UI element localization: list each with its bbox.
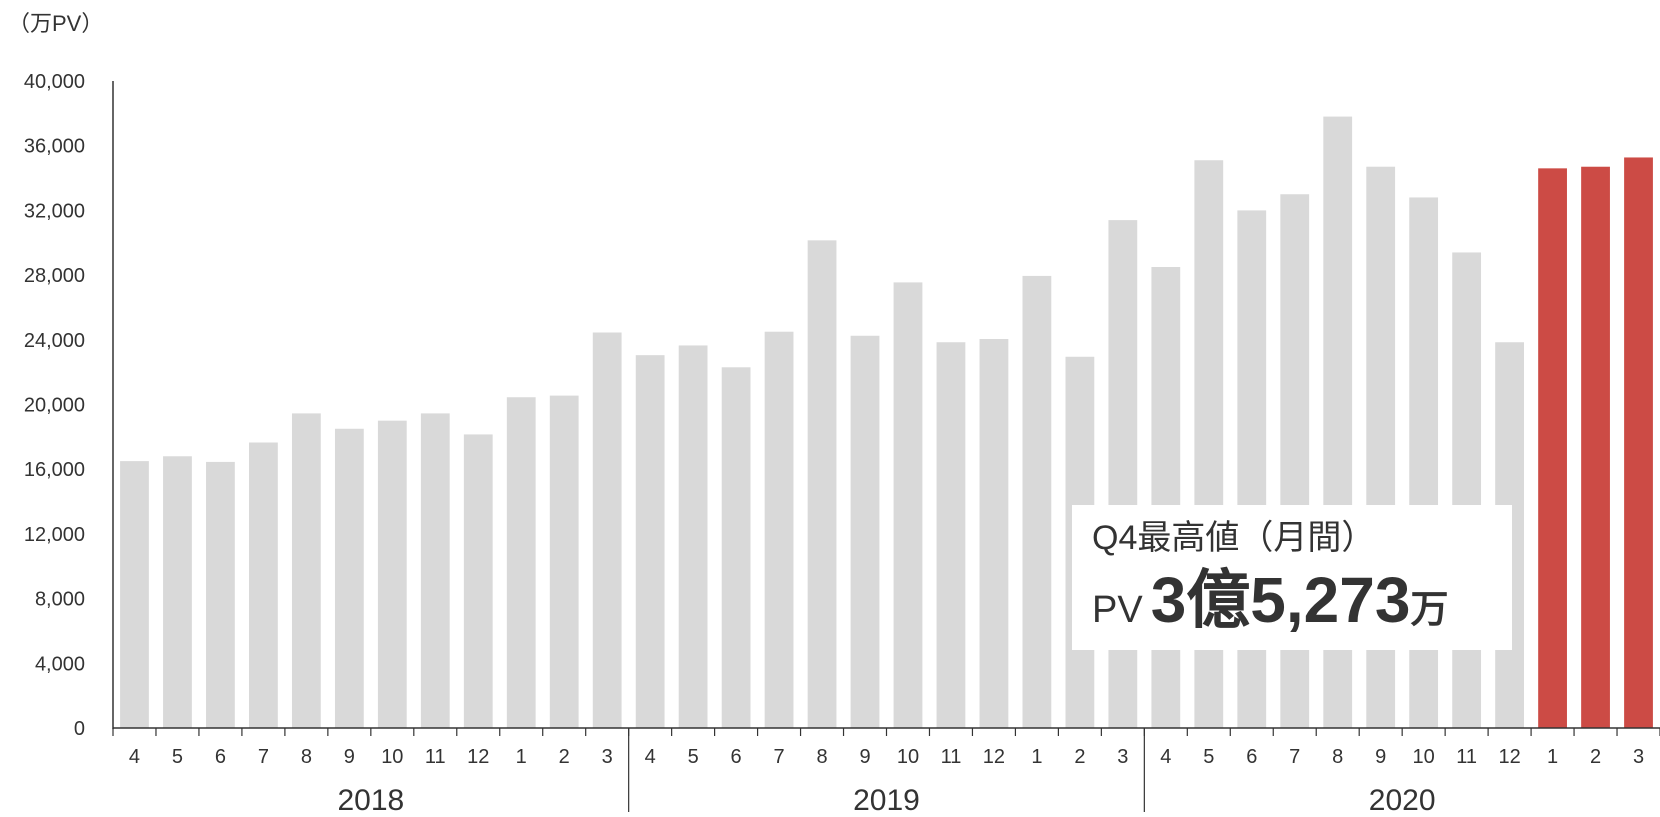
x-tick-label-34: 2 bbox=[1590, 746, 1601, 768]
x-tick-label-9: 1 bbox=[516, 746, 527, 768]
x-tick-label-0: 4 bbox=[129, 746, 140, 768]
x-tick-label-16: 8 bbox=[816, 746, 827, 768]
bar-15 bbox=[764, 331, 794, 728]
x-tick-label-23: 3 bbox=[1117, 746, 1128, 768]
y-tick-label-10: 40,000 bbox=[24, 71, 85, 93]
x-tick-label-31: 11 bbox=[1456, 746, 1477, 768]
bar-8 bbox=[463, 434, 493, 728]
x-tick-label-15: 7 bbox=[774, 746, 785, 768]
y-axis-unit-label: （万PV） bbox=[8, 11, 104, 36]
callout-value-line: PV 3億5,273万 bbox=[1092, 565, 1492, 653]
y-tick-label-8: 32,000 bbox=[24, 200, 85, 222]
x-tick-label-29: 9 bbox=[1375, 746, 1386, 768]
q4-peak-callout: Q4最高値（月間） PV 3億5,273万 bbox=[1072, 505, 1512, 650]
x-tick-label-12: 4 bbox=[645, 746, 656, 768]
bar-5 bbox=[334, 428, 364, 728]
year-label-2018: 2018 bbox=[337, 784, 404, 817]
x-tick-label-20: 12 bbox=[983, 746, 1005, 768]
bar-21 bbox=[1022, 275, 1052, 728]
bar-14 bbox=[721, 367, 751, 728]
callout-title: Q4最高値（月間） bbox=[1092, 519, 1376, 557]
bar-31 bbox=[1452, 252, 1482, 728]
bar-6 bbox=[377, 420, 407, 728]
x-tick-label-8: 12 bbox=[467, 746, 489, 768]
x-tick-label-32: 12 bbox=[1498, 746, 1520, 768]
x-tick-label-28: 8 bbox=[1332, 746, 1343, 768]
x-tick-label-21: 1 bbox=[1031, 746, 1042, 768]
x-tick-label-17: 9 bbox=[859, 746, 870, 768]
x-tick-label-10: 2 bbox=[559, 746, 570, 768]
callout-unit: 万 bbox=[1410, 589, 1449, 631]
year-label-2020: 2020 bbox=[1369, 784, 1436, 817]
x-tick-label-26: 6 bbox=[1246, 746, 1257, 768]
bar-2 bbox=[206, 461, 235, 728]
bar-20 bbox=[979, 338, 1009, 728]
x-tick-label-4: 8 bbox=[301, 746, 312, 768]
year-label-2019: 2019 bbox=[853, 784, 920, 817]
x-tick-label-14: 6 bbox=[731, 746, 742, 768]
bar-12 bbox=[635, 355, 665, 728]
x-tick-label-18: 10 bbox=[897, 746, 919, 768]
bar-17 bbox=[850, 335, 880, 728]
y-ticks-group: 0 4,000 8,000 12,000 16,000 20,000 24,000 28,00… bbox=[24, 71, 85, 740]
x-ticks-group: 4 5 6 7 8 9 10 11 12 1 2 3 4 5 6 7 8 9 10 11 12 1 2 3 4 5 6 7 8 9 10 11… bbox=[129, 746, 1644, 768]
y-tick-label-9: 36,000 bbox=[24, 136, 85, 158]
bar-10 bbox=[549, 395, 579, 728]
x-tick-label-7: 11 bbox=[425, 746, 446, 768]
x-tick-label-19: 11 bbox=[941, 746, 962, 768]
bar-24 bbox=[1151, 267, 1181, 728]
y-tick-label-3: 12,000 bbox=[24, 524, 85, 546]
y-tick-label-7: 28,000 bbox=[24, 265, 85, 287]
bar-3 bbox=[249, 442, 278, 728]
bar-34 bbox=[1581, 166, 1610, 729]
y-tick-label-5: 20,000 bbox=[24, 395, 85, 417]
x-tick-label-5: 9 bbox=[344, 746, 355, 768]
x-tick-label-6: 10 bbox=[381, 746, 403, 768]
y-tick-label-4: 16,000 bbox=[24, 459, 85, 481]
x-tick-label-27: 7 bbox=[1289, 746, 1300, 768]
bar-33 bbox=[1538, 168, 1567, 729]
bar-16 bbox=[807, 240, 837, 729]
x-tick-label-2: 6 bbox=[215, 746, 226, 768]
x-tick-label-3: 7 bbox=[258, 746, 269, 768]
year-labels-group: 2018 2019 2020 bbox=[337, 784, 1435, 817]
bar-13 bbox=[678, 345, 708, 728]
x-tick-label-33: 1 bbox=[1547, 746, 1558, 768]
x-tick-label-30: 10 bbox=[1413, 746, 1435, 768]
bar-18 bbox=[893, 282, 923, 728]
bar-4 bbox=[291, 413, 321, 728]
y-tick-label-2: 8,000 bbox=[35, 589, 85, 611]
y-tick-label-1: 4,000 bbox=[35, 653, 85, 675]
bar-35 bbox=[1624, 157, 1653, 728]
y-tick-label-6: 24,000 bbox=[24, 330, 85, 352]
bar-11 bbox=[592, 332, 622, 728]
x-tick-label-11: 3 bbox=[602, 746, 613, 768]
y-tick-label-0: 0 bbox=[74, 718, 85, 740]
x-tick-label-25: 5 bbox=[1203, 746, 1214, 768]
x-tick-label-13: 5 bbox=[688, 746, 699, 768]
callout-value: 3億5,273 bbox=[1150, 564, 1411, 636]
x-tick-label-35: 3 bbox=[1633, 746, 1644, 768]
bar-7 bbox=[420, 413, 450, 728]
bar-1 bbox=[163, 456, 192, 728]
bar-0 bbox=[120, 461, 149, 728]
axes-group bbox=[112, 81, 1660, 812]
x-tick-label-22: 2 bbox=[1074, 746, 1085, 768]
bar-9 bbox=[506, 397, 536, 728]
x-tick-label-24: 4 bbox=[1160, 746, 1171, 768]
x-tick-label-1: 5 bbox=[172, 746, 183, 768]
callout-prefix: PV bbox=[1092, 589, 1143, 631]
bar-19 bbox=[936, 342, 966, 728]
